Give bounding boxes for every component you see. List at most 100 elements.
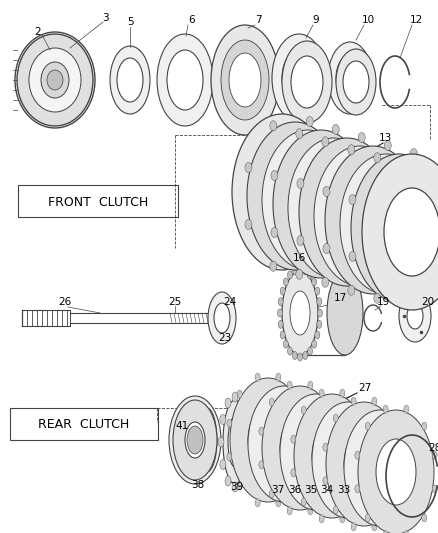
Ellipse shape: [327, 271, 363, 355]
Ellipse shape: [372, 397, 377, 405]
Text: 41: 41: [175, 421, 189, 431]
Ellipse shape: [355, 451, 360, 459]
Ellipse shape: [336, 49, 376, 115]
Ellipse shape: [227, 453, 232, 461]
Text: 19: 19: [376, 297, 390, 307]
Ellipse shape: [323, 244, 330, 254]
Ellipse shape: [312, 402, 384, 518]
Ellipse shape: [280, 415, 320, 481]
Ellipse shape: [229, 53, 261, 107]
Ellipse shape: [223, 44, 267, 116]
Text: 2: 2: [35, 27, 41, 37]
Ellipse shape: [404, 531, 409, 533]
Ellipse shape: [225, 398, 231, 408]
Ellipse shape: [318, 309, 322, 317]
Ellipse shape: [361, 238, 368, 248]
Ellipse shape: [225, 476, 231, 486]
Ellipse shape: [362, 187, 410, 261]
Text: 39: 39: [230, 482, 244, 492]
Text: REAR  CLUTCH: REAR CLUTCH: [39, 418, 130, 432]
Ellipse shape: [358, 281, 365, 292]
Ellipse shape: [232, 392, 238, 402]
Ellipse shape: [296, 269, 303, 279]
Ellipse shape: [332, 125, 339, 134]
Ellipse shape: [361, 160, 368, 170]
Ellipse shape: [326, 398, 331, 406]
Ellipse shape: [280, 287, 285, 295]
Text: 12: 12: [410, 15, 423, 25]
Text: 13: 13: [378, 133, 392, 143]
Ellipse shape: [322, 277, 329, 287]
Ellipse shape: [333, 414, 338, 422]
Ellipse shape: [362, 438, 398, 498]
Ellipse shape: [173, 400, 217, 480]
Ellipse shape: [208, 292, 236, 344]
Ellipse shape: [304, 419, 309, 427]
Ellipse shape: [271, 171, 278, 181]
Ellipse shape: [287, 507, 292, 515]
Ellipse shape: [326, 402, 402, 526]
Ellipse shape: [365, 422, 370, 430]
Ellipse shape: [297, 265, 303, 273]
Text: 26: 26: [58, 297, 72, 307]
Ellipse shape: [308, 381, 313, 389]
Ellipse shape: [290, 291, 310, 335]
Ellipse shape: [292, 266, 297, 274]
Ellipse shape: [227, 406, 243, 478]
Ellipse shape: [422, 514, 427, 522]
Ellipse shape: [228, 417, 242, 467]
Ellipse shape: [368, 435, 373, 443]
Ellipse shape: [319, 515, 324, 523]
Ellipse shape: [220, 459, 226, 470]
Ellipse shape: [332, 273, 339, 284]
Ellipse shape: [296, 129, 303, 139]
Ellipse shape: [376, 439, 416, 505]
Ellipse shape: [344, 431, 384, 497]
Ellipse shape: [294, 482, 299, 490]
Ellipse shape: [187, 426, 203, 454]
Ellipse shape: [348, 145, 355, 155]
Ellipse shape: [278, 297, 283, 305]
Ellipse shape: [351, 397, 356, 405]
Ellipse shape: [390, 414, 395, 422]
Ellipse shape: [197, 408, 217, 472]
Ellipse shape: [287, 347, 293, 355]
Ellipse shape: [340, 515, 345, 523]
Ellipse shape: [282, 41, 332, 123]
Ellipse shape: [17, 34, 93, 126]
Ellipse shape: [307, 347, 312, 355]
Ellipse shape: [308, 507, 313, 515]
Ellipse shape: [239, 476, 245, 486]
Ellipse shape: [299, 138, 395, 286]
Ellipse shape: [214, 303, 230, 333]
Text: 36: 36: [288, 485, 302, 495]
Ellipse shape: [410, 149, 417, 158]
Ellipse shape: [347, 180, 399, 260]
Ellipse shape: [312, 340, 317, 348]
Ellipse shape: [117, 58, 143, 102]
Ellipse shape: [276, 499, 281, 507]
Text: 34: 34: [320, 485, 334, 495]
Ellipse shape: [404, 405, 409, 413]
Ellipse shape: [336, 179, 384, 253]
Ellipse shape: [237, 482, 242, 490]
Ellipse shape: [248, 386, 320, 502]
Ellipse shape: [399, 290, 431, 342]
Ellipse shape: [284, 163, 332, 237]
Ellipse shape: [292, 351, 297, 359]
Ellipse shape: [349, 195, 356, 205]
Ellipse shape: [297, 236, 304, 246]
Ellipse shape: [259, 461, 264, 469]
Ellipse shape: [413, 254, 420, 264]
Text: 25: 25: [168, 297, 182, 307]
Ellipse shape: [185, 408, 205, 472]
Text: 5: 5: [127, 17, 133, 27]
Text: 9: 9: [313, 15, 319, 25]
Ellipse shape: [167, 50, 203, 110]
Ellipse shape: [319, 389, 324, 397]
Ellipse shape: [266, 414, 302, 474]
Ellipse shape: [272, 34, 326, 122]
Ellipse shape: [271, 228, 278, 238]
Text: FRONT  CLUTCH: FRONT CLUTCH: [48, 196, 148, 208]
Ellipse shape: [280, 394, 352, 510]
